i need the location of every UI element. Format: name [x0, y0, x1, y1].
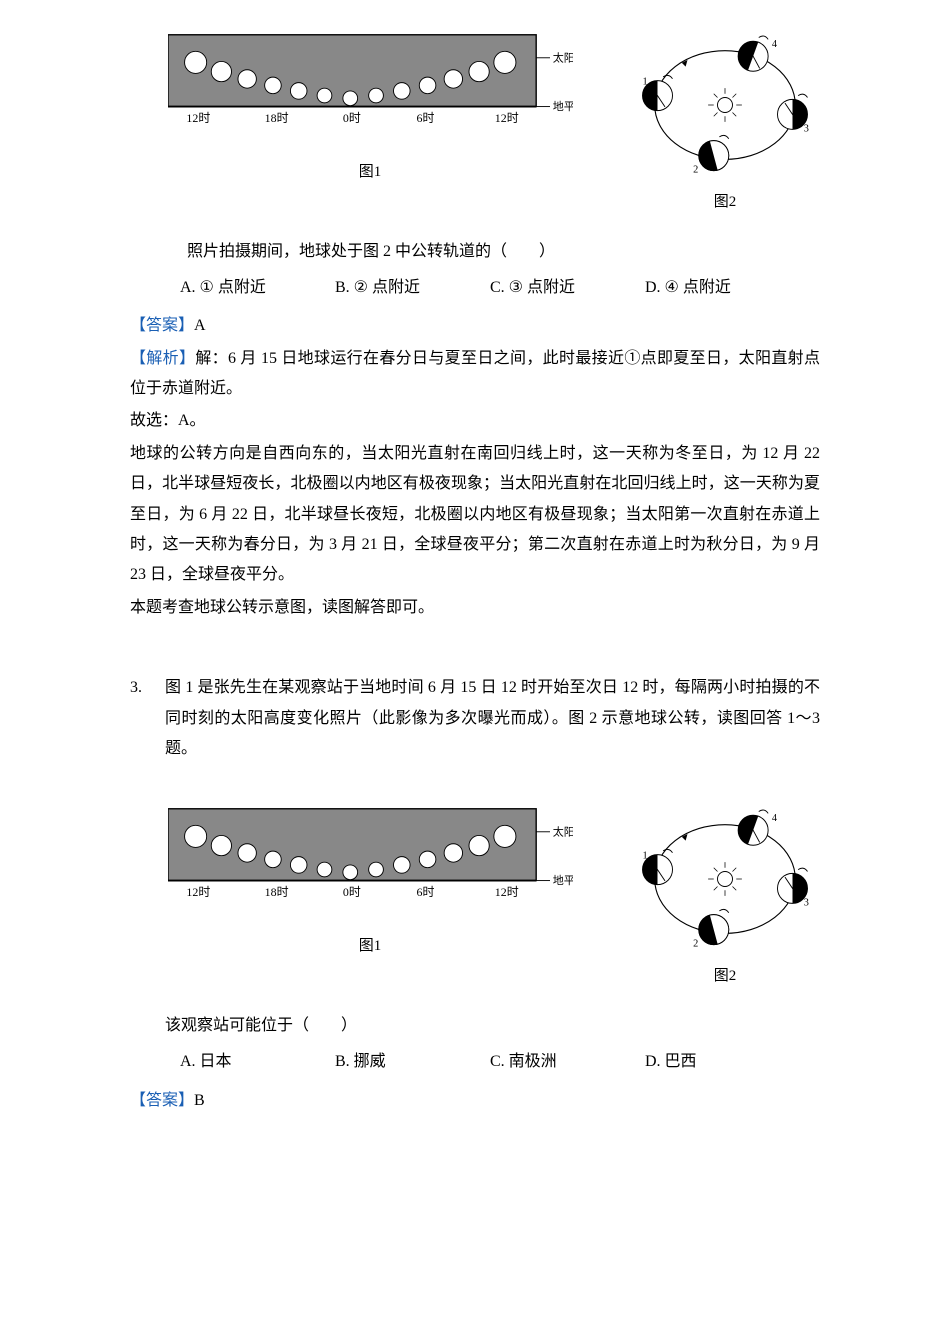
q2-select: 故选：A。	[130, 406, 820, 436]
svg-text:2: 2	[693, 165, 698, 176]
figure2-caption: 图2	[714, 188, 737, 217]
q3-number: 3.	[130, 673, 165, 764]
q3-choice-a: A. 日本	[180, 1047, 335, 1077]
svg-text:太阳: 太阳	[552, 826, 572, 839]
q3-choice-b: B. 挪威	[335, 1047, 490, 1077]
svg-text:12时: 12时	[494, 886, 518, 900]
fig1-label-sun: 太阳	[552, 51, 572, 64]
figure2-container: 1 3 4 2	[630, 30, 820, 217]
q2-choices: A. ① 点附近 B. ② 点附近 C. ③ 点附近 D. ④ 点附近	[180, 273, 800, 303]
svg-text:12时: 12时	[186, 886, 210, 900]
q3-choices: A. 日本 B. 挪威 C. 南极洲 D. 巴西	[180, 1047, 800, 1077]
svg-text:1: 1	[643, 851, 648, 862]
answer-label-3: 【答案】	[130, 1092, 194, 1109]
spacer	[130, 764, 820, 804]
question-3: 3. 图 1 是张先生在某观察站于当地时间 6 月 15 日 12 时开始至次日…	[130, 673, 820, 1116]
figure2b-container: 1 3 4	[630, 804, 820, 991]
figure2b-caption: 图2	[714, 962, 737, 991]
figure-row-bottom: 太阳 地平线 12时 18时 0时 6时 12时 图1	[130, 804, 820, 991]
q3-choice-c: C. 南极洲	[490, 1047, 645, 1077]
q2-explanation: 【解析】解：6 月 15 日地球运行在春分日与夏至日之间，此时最接近①点即夏至日…	[130, 344, 820, 405]
orbit-pos-4: 4	[734, 36, 777, 71]
sun-altitude-chart: 太阳 地平线 12时 18时 0时 6时 12时	[168, 30, 573, 150]
answer-label: 【答案】	[130, 317, 194, 334]
svg-text:3: 3	[804, 898, 809, 909]
q3-answer-value: B	[194, 1092, 205, 1109]
svg-text:2: 2	[693, 939, 698, 950]
svg-text:0时: 0时	[342, 111, 360, 125]
orbit-pos-1: 1	[643, 75, 673, 110]
figure1b-caption: 图1	[359, 932, 382, 961]
q3-header: 3. 图 1 是张先生在某观察站于当地时间 6 月 15 日 12 时开始至次日…	[130, 673, 820, 764]
explain-label: 【解析】	[130, 350, 195, 367]
q2-explain-text: 解：6 月 15 日地球运行在春分日与夏至日之间，此时最接近①点即夏至日，太阳直…	[130, 350, 820, 397]
figure1-caption: 图1	[359, 158, 382, 187]
svg-text:0时: 0时	[342, 886, 360, 900]
fig1-label-horizon: 地平线	[552, 99, 572, 113]
q3-stem: 图 1 是张先生在某观察站于当地时间 6 月 15 日 12 时开始至次日 12…	[165, 673, 820, 764]
orbit-diagram: 1 3 4 2	[635, 30, 815, 180]
q2-para2: 本题考查地球公转示意图，读图解答即可。	[130, 593, 820, 623]
orbit-diagram-2: 1 3 4	[635, 804, 815, 954]
svg-text:18时: 18时	[264, 111, 288, 125]
svg-text:12时: 12时	[494, 111, 518, 125]
q3-choice-d: D. 巴西	[645, 1047, 800, 1077]
q2-para1: 地球的公转方向是自西向东的，当太阳光直射在南回归线上时，这一天称为冬至日，为 1…	[130, 439, 820, 591]
svg-text:地平线: 地平线	[552, 874, 572, 888]
svg-text:4: 4	[772, 813, 777, 824]
q2-choice-d: D. ④ 点附近	[645, 273, 800, 303]
q2-choice-a: A. ① 点附近	[180, 273, 335, 303]
figure-row-top: 太阳 地平线 12时 18时 0时 6时 12时 图1 1	[130, 30, 820, 217]
svg-text:18时: 18时	[264, 886, 288, 900]
q2-stem: 照片拍摄期间，地球处于图 2 中公转轨道的（ ）	[155, 237, 820, 267]
q2-choice-b: B. ② 点附近	[335, 273, 490, 303]
figure1-container: 太阳 地平线 12时 18时 0时 6时 12时 图1	[130, 30, 610, 187]
svg-text:3: 3	[804, 123, 809, 134]
q2-answer-value: A	[194, 317, 206, 334]
q2-answer: 【答案】A	[130, 311, 820, 341]
q3-sub-question: 该观察站可能位于（ ）	[165, 1011, 820, 1041]
svg-text:6时: 6时	[416, 111, 434, 125]
orbit-pos-2: 2	[693, 135, 732, 175]
svg-text:6时: 6时	[416, 886, 434, 900]
orbit-pos-3: 3	[778, 94, 809, 134]
svg-text:1: 1	[643, 76, 648, 87]
q3-answer: 【答案】B	[130, 1086, 820, 1116]
figure1b-container: 太阳 地平线 12时 18时 0时 6时 12时 图1	[130, 804, 610, 961]
svg-text:12时: 12时	[186, 111, 210, 125]
svg-text:4: 4	[772, 39, 777, 50]
q2-choice-c: C. ③ 点附近	[490, 273, 645, 303]
sun-altitude-chart-2: 太阳 地平线 12时 18时 0时 6时 12时	[168, 804, 573, 924]
